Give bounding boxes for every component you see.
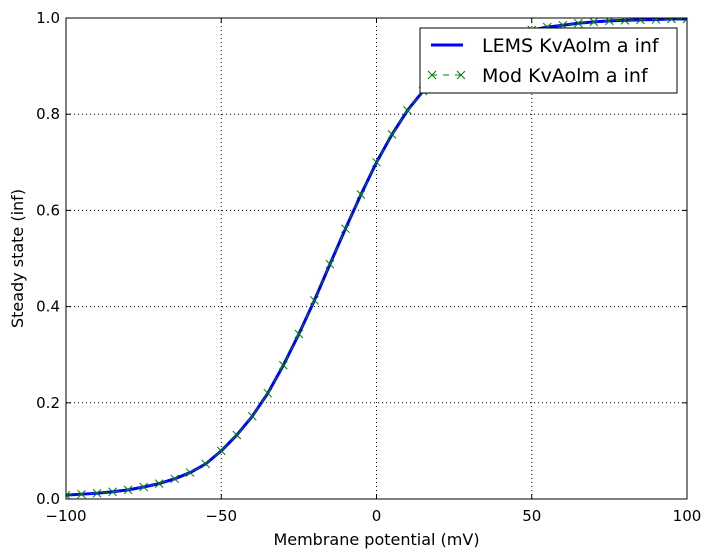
data-point-mod bbox=[232, 430, 242, 440]
y-tick-label: 0.6 bbox=[36, 201, 60, 219]
data-point-mod bbox=[263, 388, 273, 398]
data-point-mod bbox=[341, 224, 350, 234]
data-point-mod bbox=[201, 459, 211, 469]
legend-box bbox=[419, 27, 678, 94]
y-tick-label: 0.8 bbox=[36, 105, 60, 123]
data-point-mod bbox=[170, 474, 180, 484]
data-point-mod bbox=[154, 479, 164, 488]
y-axis-label: Steady state (inf) bbox=[8, 189, 27, 328]
data-point-mod bbox=[247, 411, 257, 421]
data-point-mod bbox=[636, 18, 645, 25]
data-point-mod bbox=[620, 18, 630, 25]
data-point-mod bbox=[294, 329, 304, 339]
data-point-mod bbox=[92, 488, 102, 498]
legend-label-mod: Mod KvAolm a inf bbox=[482, 65, 649, 87]
data-point-mod bbox=[325, 259, 335, 269]
legend-marker-mod bbox=[427, 70, 466, 80]
grid bbox=[66, 18, 687, 499]
data-point-mod bbox=[387, 130, 397, 139]
data-point-mod bbox=[589, 18, 599, 27]
data-point-mod bbox=[372, 157, 381, 167]
x-tick-label: −50 bbox=[205, 507, 237, 525]
data-point-mod bbox=[667, 18, 676, 24]
x-tick-label: −100 bbox=[45, 507, 86, 525]
y-tick-label: 1.0 bbox=[36, 9, 60, 27]
x-tick-label: 50 bbox=[522, 507, 541, 525]
x-tick-label: 100 bbox=[673, 507, 702, 525]
data-point-mod bbox=[185, 468, 195, 477]
data-point-mod bbox=[278, 360, 288, 370]
data-point-mod bbox=[123, 485, 133, 495]
y-tick-label: 0.4 bbox=[36, 298, 60, 316]
data-point-mod bbox=[573, 18, 583, 28]
y-tick-label: 0.0 bbox=[36, 490, 60, 508]
x-axis-label: Membrane potential (mV) bbox=[273, 530, 479, 549]
y-tick-label: 0.2 bbox=[36, 394, 60, 412]
data-point-mod bbox=[356, 190, 366, 199]
data-point-mod bbox=[310, 295, 319, 305]
data-point-mod bbox=[651, 18, 661, 24]
data-point-mod bbox=[216, 446, 226, 456]
legend: LEMS KvAolm a inf Mod KvAolm a inf bbox=[419, 27, 678, 94]
x-tick-label: 0 bbox=[372, 507, 382, 525]
data-point-mod bbox=[108, 487, 117, 497]
axis-ticks: −100 −50 0 50 100 0.0 0.2 0.4 0.6 0.8 1.0 bbox=[36, 9, 701, 525]
data-point-mod bbox=[403, 105, 412, 115]
data-point-mod bbox=[682, 18, 687, 24]
data-point-mod bbox=[139, 482, 148, 492]
data-point-mod bbox=[77, 489, 86, 499]
legend-label-lems: LEMS KvAolm a inf bbox=[482, 35, 660, 57]
data-point-mod bbox=[66, 490, 71, 499]
